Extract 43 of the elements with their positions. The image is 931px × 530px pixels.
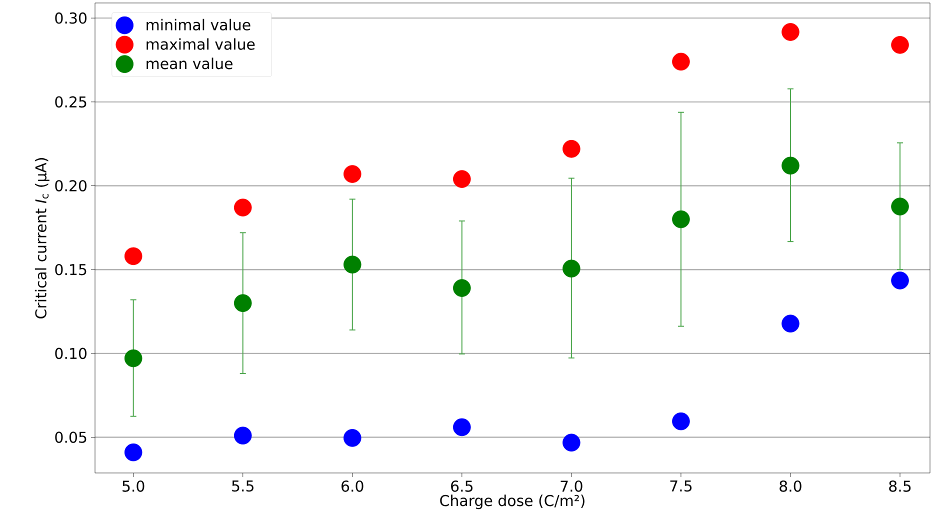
point [891,198,909,216]
point [672,412,690,430]
point [234,294,252,312]
point [891,36,909,54]
y-tick-label: 0.30 [55,12,86,24]
y-tick-label: 0.25 [55,96,86,108]
point [343,429,362,447]
y-axis-title: Critical current I$_{c}$ (μA) [34,158,50,318]
point [672,52,690,71]
x-tick-label: 6.5 [451,480,472,492]
point [234,426,252,444]
point [124,349,142,368]
x-tick-label: 8.5 [889,480,911,492]
point [562,260,580,278]
point [782,23,800,41]
point [453,279,471,297]
y-tick-label: 0.05 [55,432,86,443]
x-tick-label: 5.5 [232,480,254,492]
x-axis-title: Charge dose (C/m²) [440,494,584,510]
x-tick-label: 8.0 [780,480,802,492]
legend-label: mean value [146,58,232,70]
point [891,272,909,290]
legend-label: maximal value [146,38,255,50]
x-tick-label: 7.5 [670,480,692,492]
point [234,198,252,216]
point [562,140,580,158]
point [562,434,580,452]
point [453,418,471,436]
point [343,256,362,274]
point [453,170,471,188]
point [124,443,142,462]
point [672,210,690,228]
x-tick-label: 6.0 [342,480,364,492]
x-tick-label: 7.0 [560,480,582,492]
y-tick-label: 0.10 [55,348,86,360]
y-tick-label: 0.20 [55,180,86,192]
point [782,156,800,175]
point [782,314,800,332]
legend-label: minimal value [146,18,250,30]
point [124,247,142,266]
x-tick-label: 5.0 [122,480,144,492]
y-tick-label: 0.15 [55,264,86,276]
point [343,165,362,183]
